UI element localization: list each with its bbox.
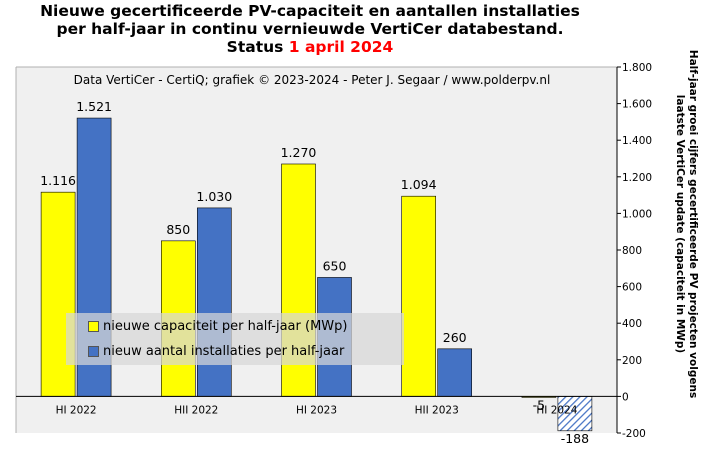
y-axis-label: Half-jaar groei cijfers gecertificeerde … bbox=[674, 49, 699, 399]
label-capacity-2: 1.270 bbox=[281, 145, 317, 160]
title-line-1: Nieuwe gecertificeerde PV-capaciteit en … bbox=[40, 2, 580, 20]
legend-swatch-capacity bbox=[88, 320, 99, 332]
y-tick-label-3: 400 bbox=[622, 318, 642, 330]
bar-capacity-0 bbox=[40, 191, 76, 397]
legend-label-installations: nieuw aantal installaties per half-jaar bbox=[103, 343, 345, 359]
label-installations-0: 1.521 bbox=[76, 99, 112, 114]
title-line-2: per half-jaar in continu vernieuwde Vert… bbox=[56, 20, 564, 38]
x-tick-label-4: HI 2024 bbox=[536, 404, 577, 416]
label-capacity-1: 850 bbox=[166, 222, 190, 237]
title-status-date: 1 april 2024 bbox=[288, 38, 394, 56]
label-installations-1: 1.030 bbox=[196, 189, 232, 204]
label-capacity-4: -5 bbox=[533, 397, 545, 412]
legend-label-capacity: nieuwe capaciteit per half-jaar (MWp) bbox=[103, 318, 348, 334]
y-tick-label-10: 1.800 bbox=[622, 62, 652, 74]
label-installations-2: 650 bbox=[323, 258, 347, 273]
bar-installations-1 bbox=[197, 207, 232, 397]
y-tick-label-1: 0 bbox=[622, 391, 629, 403]
label-installations-4: -188 bbox=[561, 431, 589, 446]
x-tick-label-3: HII 2023 bbox=[415, 404, 459, 416]
y-tick-label-2: 200 bbox=[622, 355, 642, 367]
legend-item-installations: nieuw aantal installaties per half-jaar bbox=[88, 342, 344, 360]
y-tick-label-6: 1.000 bbox=[622, 208, 652, 220]
title-line-3: Status 1 april 2024 bbox=[0, 38, 620, 56]
y-tick-label-4: 600 bbox=[622, 282, 642, 294]
credit-text: Data VertiCer - CertiQ; grafiek © 2023-2… bbox=[74, 73, 551, 87]
y-tick-label-9: 1.600 bbox=[622, 99, 652, 111]
chart-title: Nieuwe gecertificeerde PV-capaciteit en … bbox=[0, 2, 620, 56]
label-installations-3: 260 bbox=[443, 330, 467, 345]
title-status-prefix: Status bbox=[226, 38, 289, 56]
bar-capacity-3 bbox=[401, 195, 437, 397]
legend-swatch-installations bbox=[88, 345, 99, 357]
x-tick-label-2: HI 2023 bbox=[296, 404, 337, 416]
y-tick-label-5: 800 bbox=[622, 245, 642, 257]
x-tick-label-1: HII 2022 bbox=[174, 404, 218, 416]
x-tick-label-0: HI 2022 bbox=[56, 404, 97, 416]
bar-installations-3 bbox=[437, 348, 473, 397]
bar-installations-4 bbox=[557, 396, 593, 432]
chart-legend: nieuwe capaciteit per half-jaar (MWp) ni… bbox=[66, 313, 404, 365]
label-capacity-0: 1.116 bbox=[40, 173, 76, 188]
y-tick-label-0: -200 bbox=[622, 428, 646, 440]
plot-area bbox=[16, 67, 617, 433]
y-tick-label-8: 1.400 bbox=[622, 135, 652, 147]
y-tick-label-7: 1.200 bbox=[622, 172, 652, 184]
label-capacity-3: 1.094 bbox=[401, 177, 437, 192]
legend-item-capacity: nieuwe capaciteit per half-jaar (MWp) bbox=[88, 317, 347, 335]
